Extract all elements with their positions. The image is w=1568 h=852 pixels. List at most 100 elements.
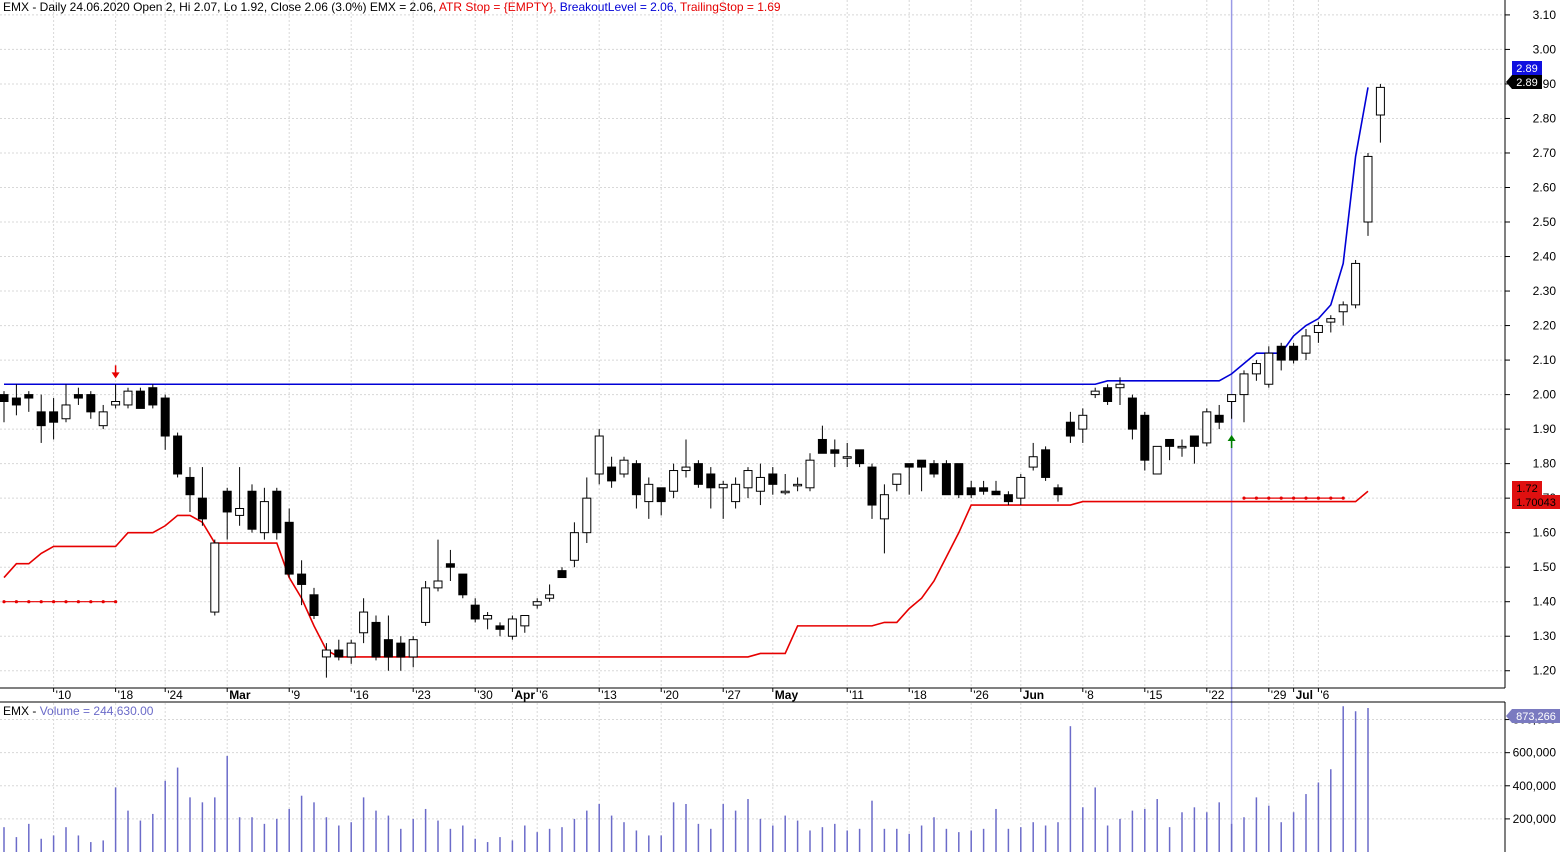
candle	[1276, 342, 1286, 371]
date-tick-label: '30	[477, 688, 493, 702]
candle	[929, 460, 939, 478]
atr-stop-dot	[64, 600, 68, 604]
trailing-stop-series	[3, 490, 1369, 658]
up-candle-body	[259, 501, 269, 534]
stop-value-badge: 1.72	[1512, 481, 1542, 495]
down-candle-body	[1003, 494, 1013, 503]
svg-text:2.89: 2.89	[1516, 63, 1537, 75]
trailing-stop-badge: 1.70043	[1512, 495, 1560, 509]
price-panel[interactable]	[0, 0, 1505, 688]
down-candle-body	[36, 411, 46, 427]
candle	[793, 477, 803, 492]
candle	[507, 615, 517, 640]
atr-stop-dot	[1304, 496, 1308, 500]
date-tick-label: '8	[1085, 688, 1094, 702]
candle	[210, 539, 220, 616]
volume-panel[interactable]	[0, 703, 1505, 852]
down-candle-body	[830, 449, 840, 454]
svg-text:1.70043: 1.70043	[1516, 497, 1556, 509]
down-candle-body	[222, 490, 232, 513]
candle	[0, 391, 9, 423]
candle	[421, 580, 431, 626]
candle	[247, 484, 257, 533]
down-candle-body	[160, 397, 170, 437]
volume-value-badge: 873,266	[1506, 709, 1560, 723]
price-tick-label: 2.60	[1533, 180, 1557, 194]
up-candle-body	[1078, 414, 1088, 430]
date-tick-label: '11	[849, 688, 864, 702]
candle	[185, 467, 195, 512]
candle	[495, 622, 505, 637]
close-price-badge: 2.89	[1506, 75, 1542, 89]
candle	[619, 456, 629, 478]
down-candle-body	[1053, 487, 1063, 496]
date-tick-label: '6	[539, 688, 548, 702]
down-candle-body	[272, 490, 282, 534]
candle	[656, 487, 666, 516]
down-candle-body	[24, 394, 34, 399]
down-candle-body	[383, 639, 393, 658]
atr-stop-dot	[1292, 496, 1296, 500]
down-candle-body	[148, 387, 158, 406]
down-candle-body	[1289, 345, 1299, 361]
candle	[408, 636, 418, 668]
candle	[61, 384, 71, 423]
candle	[1065, 411, 1075, 443]
candle	[532, 598, 542, 609]
candle	[259, 487, 269, 540]
candle	[991, 480, 1001, 496]
up-candle-body	[594, 435, 604, 475]
candle	[1338, 301, 1348, 326]
atr-stop-dot	[1329, 496, 1333, 500]
date-tick-label: '16	[353, 688, 369, 702]
candle	[1313, 322, 1323, 343]
candle	[520, 615, 530, 633]
price-tick-label: 2.40	[1533, 250, 1557, 264]
candle	[855, 449, 865, 468]
candle	[11, 384, 21, 416]
price-tick-label: 2.80	[1533, 111, 1557, 125]
candle	[111, 384, 121, 409]
volume-series	[3, 706, 1369, 852]
down-candle-body	[1065, 421, 1075, 437]
candle	[904, 463, 914, 495]
candle	[148, 384, 158, 409]
date-tick-label: '26	[973, 688, 989, 702]
candle	[1115, 377, 1125, 405]
candle	[1289, 342, 1299, 364]
date-tick-label: '10	[56, 688, 72, 702]
candle	[1041, 446, 1051, 481]
atr-stop-dot	[14, 600, 18, 604]
candle	[1264, 346, 1274, 388]
candle	[755, 463, 765, 506]
volume-legend: Volume = 244,630.00	[40, 704, 154, 718]
price-axis	[1505, 0, 1568, 700]
up-candle-body	[669, 470, 679, 492]
date-tick-label: '9	[291, 688, 300, 702]
candle	[743, 467, 753, 499]
price-tick-label: 2.30	[1533, 284, 1557, 298]
candle	[892, 473, 902, 492]
up-candle-body	[1313, 325, 1323, 333]
price-tick-label: 1.30	[1533, 629, 1557, 643]
up-candle-body	[1177, 445, 1187, 449]
candle	[1140, 411, 1150, 471]
up-candle-body	[681, 466, 691, 472]
up-candle-body	[210, 542, 220, 613]
candle	[1177, 439, 1187, 457]
up-candle-body	[582, 497, 592, 534]
candle	[1202, 408, 1212, 447]
date-tick-label: '20	[663, 688, 679, 702]
atr-stop-dot	[76, 600, 80, 604]
up-candle-body	[408, 639, 418, 658]
up-candle-body	[1227, 394, 1237, 403]
atr-stop-dot	[114, 600, 118, 604]
volume-tick-label: 200,000	[1513, 812, 1557, 826]
up-candle-body	[507, 618, 517, 637]
price-header-prefix: EMX - Daily 24.06.2020 Open 2, Hi 2.07, …	[3, 0, 436, 14]
svg-text:2.89: 2.89	[1516, 77, 1537, 89]
atr-stop-dot	[2, 600, 6, 604]
down-candle-body	[1127, 397, 1137, 430]
down-candle-body	[297, 573, 307, 585]
